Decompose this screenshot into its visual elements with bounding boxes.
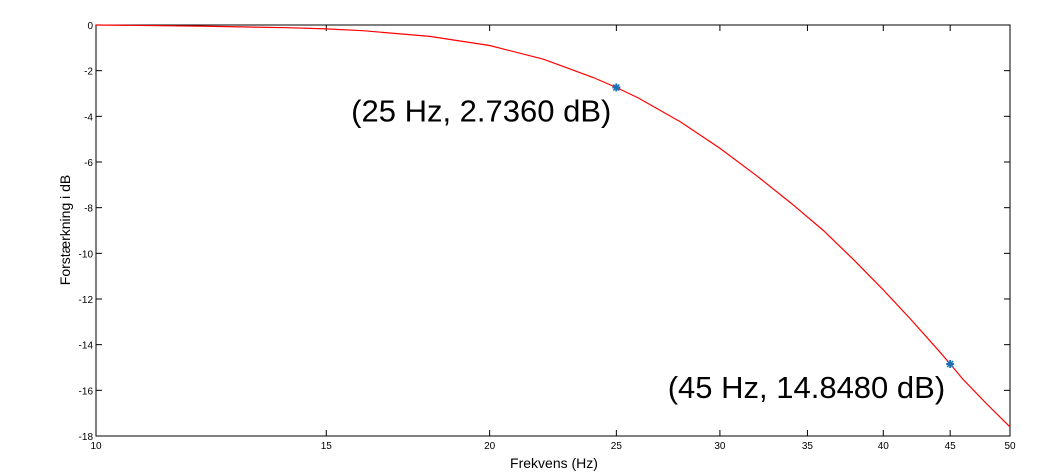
curve-layer xyxy=(95,24,1011,428)
point-annotation: (45 Hz, 14.8480 dB) xyxy=(668,370,945,405)
plot-area xyxy=(95,24,1011,437)
y-tick-label: -10 xyxy=(79,249,94,260)
point-annotation: (25 Hz, 2.7360 dB) xyxy=(351,93,611,128)
y-tick-label: 0 xyxy=(87,21,93,32)
x-tick-label: 15 xyxy=(321,441,333,452)
y-axis-label: Forstærkning i dB xyxy=(57,175,73,285)
y-tick-label: -12 xyxy=(79,295,94,306)
y-tick-label: -18 xyxy=(79,432,94,443)
marker-layer xyxy=(612,83,955,369)
series-line xyxy=(95,24,1011,428)
y-tick-label: -6 xyxy=(84,158,93,169)
x-tick-label: 25 xyxy=(611,441,623,452)
y-axis-ticks: 0 -2 -4 -6 -8 -10 -12 -14 -16 -18 xyxy=(79,21,1010,443)
highlight-marker xyxy=(946,360,955,369)
x-tick-label: 35 xyxy=(802,441,814,452)
x-axis-ticks: 10 15 20 25 30 35 40 45 50 xyxy=(90,25,1016,452)
y-tick-label: -8 xyxy=(84,204,93,215)
y-tick-label: -14 xyxy=(79,341,94,352)
annotation-layer: (25 Hz, 2.7360 dB) (45 Hz, 14.8480 dB) xyxy=(351,93,945,405)
x-tick-label: 30 xyxy=(714,441,726,452)
x-axis-label: Frekvens (Hz) xyxy=(510,455,598,471)
x-tick-label: 50 xyxy=(1004,441,1016,452)
x-tick-label: 10 xyxy=(90,441,102,452)
y-tick-label: -4 xyxy=(84,112,93,123)
highlight-marker xyxy=(612,83,621,92)
x-tick-label: 20 xyxy=(484,441,496,452)
x-tick-label: 45 xyxy=(945,441,957,452)
x-tick-label: 40 xyxy=(878,441,890,452)
y-tick-label: -2 xyxy=(84,67,93,78)
y-tick-label: -16 xyxy=(79,386,94,397)
